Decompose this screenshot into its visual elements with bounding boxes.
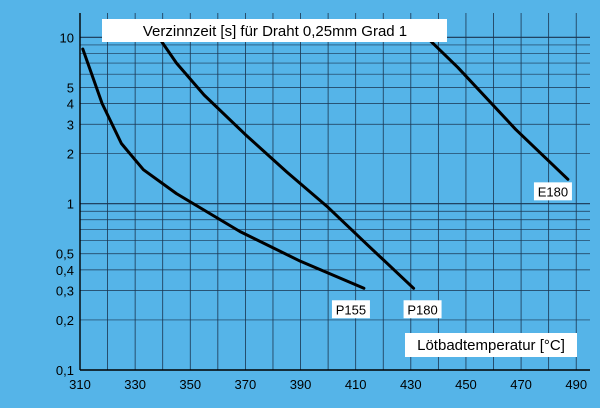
series-line-e180 (414, 25, 570, 181)
y-tick-label: 5 (67, 80, 74, 95)
chart-title-box: Verzinnzeit [s] für Draht 0,25mm Grad 1 (102, 19, 447, 42)
series-label-p155: P155 (336, 302, 366, 317)
series-label-box (331, 300, 370, 319)
x-tick-label: 370 (235, 377, 257, 392)
y-tick-label: 0,4 (56, 263, 74, 278)
series-labels: P155 P180 E180 (331, 182, 572, 319)
y-tick-label: 0,3 (56, 284, 74, 299)
x-tick-label: 470 (510, 377, 532, 392)
plot-frame (79, 13, 590, 371)
y-tick-label: 4 (67, 97, 74, 112)
x-tick-label: 330 (124, 377, 146, 392)
x-tick-label: 310 (69, 377, 91, 392)
y-tick-label: 0,1 (56, 363, 74, 378)
x-axis-label-box: Lötbadtemperatur [°C] (405, 333, 577, 357)
x-axis-label: Lötbadtemperatur [°C] (417, 337, 565, 354)
x-tick-label: 490 (565, 377, 587, 392)
series-lines (81, 25, 570, 290)
series-label-box (533, 182, 572, 201)
series-label-e180: E180 (538, 184, 568, 199)
x-tick-label: 410 (345, 377, 367, 392)
series-line-p180 (150, 25, 416, 290)
x-tick-label: 390 (290, 377, 312, 392)
series-label-box (403, 300, 442, 319)
y-tick-label: 10 (60, 30, 74, 45)
x-tick-label: 430 (400, 377, 422, 392)
y-tick-label: 0,2 (56, 313, 74, 328)
series-label-p180: P180 (407, 302, 437, 317)
y-tick-label: 0,5 (56, 247, 74, 262)
y-tick-label: 2 (67, 147, 74, 162)
y-tick-label: 1 (67, 197, 74, 212)
x-tick-labels: 310 330 350 370 390 410 430 450 470 490 (69, 377, 587, 392)
y-tick-label: 3 (67, 117, 74, 132)
chart-title: Verzinnzeit [s] für Draht 0,25mm Grad 1 (143, 23, 407, 40)
x-tick-label: 350 (179, 377, 201, 392)
series-line-p155 (81, 47, 366, 290)
x-tick-label: 450 (455, 377, 477, 392)
y-tick-labels: 0,1 0,2 0,3 0,40,5 1 2 3 4 5 10 (56, 30, 74, 378)
